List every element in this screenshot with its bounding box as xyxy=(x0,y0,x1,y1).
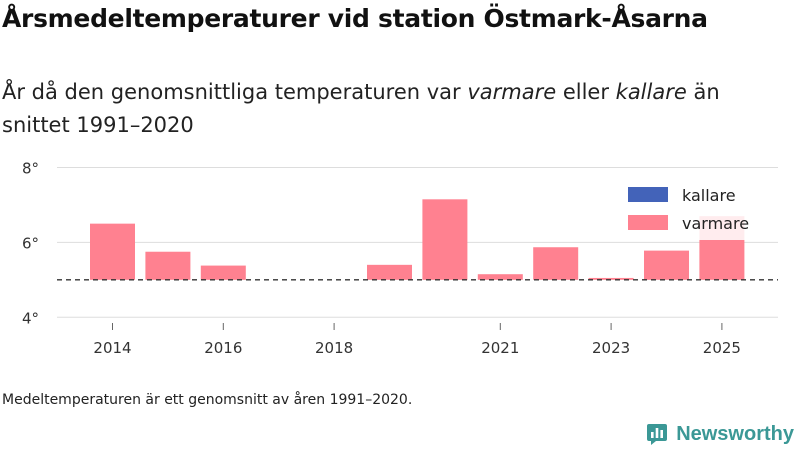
bar-2021 xyxy=(477,274,523,280)
bar-2024 xyxy=(644,250,689,280)
x-tick-label: 2014 xyxy=(93,339,131,357)
y-tick-label: 8° xyxy=(22,159,39,177)
y-tick-label: 4° xyxy=(22,309,39,327)
subtitle-part1: År då den genomsnittliga temperaturen va… xyxy=(2,80,468,104)
legend-label-kallare: kallare xyxy=(682,186,736,205)
x-tick-label: 2018 xyxy=(315,339,353,357)
bar-2022 xyxy=(533,247,579,280)
legend-swatch-kallare xyxy=(628,187,668,202)
brand-name: Newsworthy xyxy=(676,422,794,445)
legend-label-varmare: varmare xyxy=(682,214,749,233)
x-tick-label: 2016 xyxy=(204,339,242,357)
x-tick-label: 2025 xyxy=(703,339,741,357)
bar-2023 xyxy=(588,277,634,280)
brand-logo[interactable]: Newsworthy xyxy=(645,421,794,447)
subtitle-part3: än snittet 1991–2020 xyxy=(2,80,720,137)
subtitle-warm-word: varmare xyxy=(467,80,557,104)
legend-swatch-varmare xyxy=(628,215,668,230)
chart-title: Årsmedeltemperaturer vid station Östmark… xyxy=(2,4,708,33)
newsworthy-logo-icon xyxy=(647,424,668,445)
subtitle-cold-word: kallare xyxy=(615,80,687,104)
x-tick-label: 2021 xyxy=(481,339,519,357)
bar-2016 xyxy=(200,265,246,280)
bar-2020 xyxy=(422,199,468,280)
footnote: Medeltemperaturen är ett genomsnitt av å… xyxy=(2,392,413,408)
y-tick-label: 6° xyxy=(22,234,39,252)
x-tick-label: 2023 xyxy=(592,339,630,357)
bar-2019 xyxy=(367,264,412,280)
bar-2014 xyxy=(90,223,135,280)
bar-2015 xyxy=(145,251,191,280)
subtitle-part2: eller xyxy=(556,80,616,104)
chart-subtitle: År då den genomsnittliga temperaturen va… xyxy=(2,76,782,142)
temperature-bar-chart: 4° 6° 8° 2014 2016 2018 2021 2023 2025 kallare var… xyxy=(22,159,778,357)
